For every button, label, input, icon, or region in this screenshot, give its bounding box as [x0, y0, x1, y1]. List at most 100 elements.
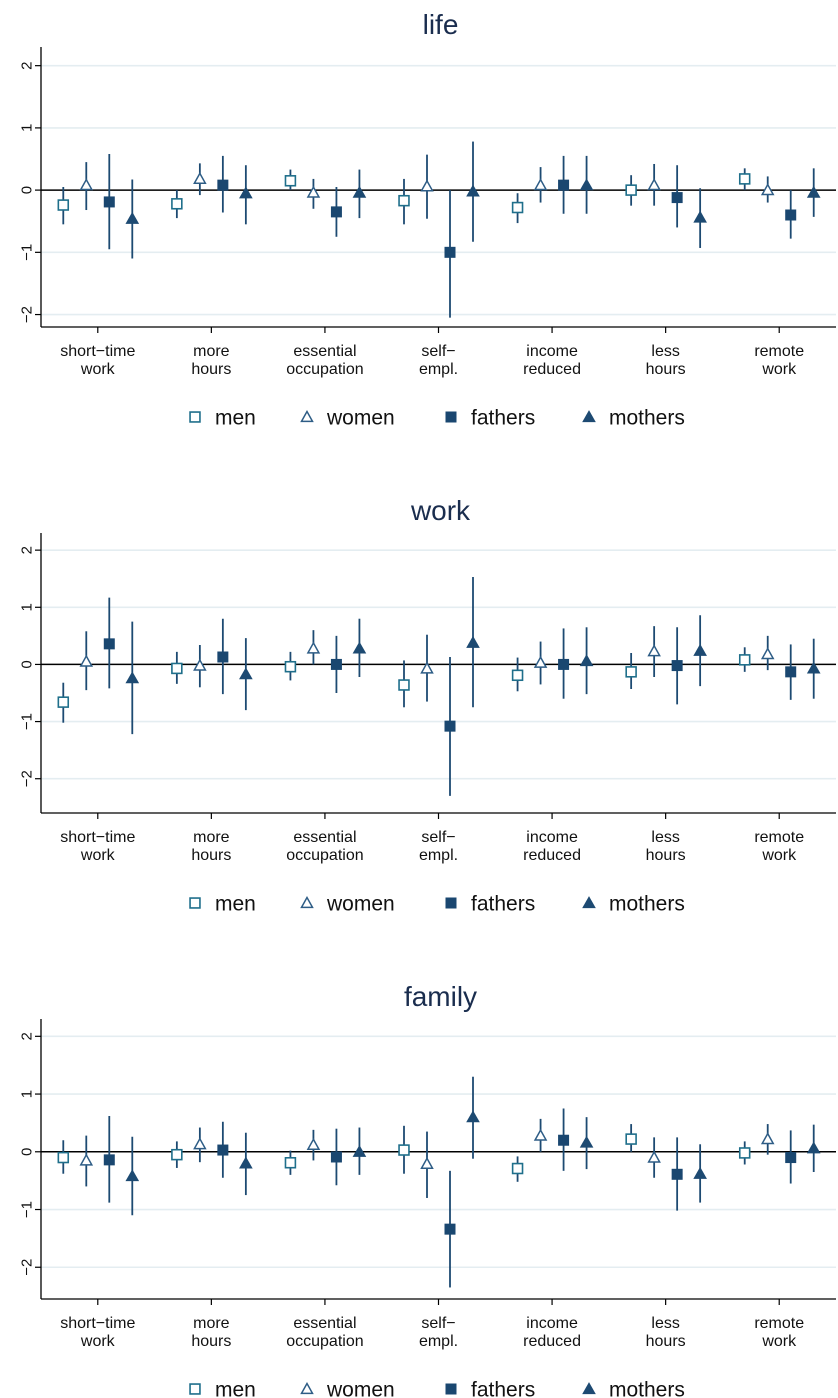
legend-item-mothers: mothers: [582, 1379, 685, 1398]
point-fathers: [330, 206, 342, 218]
chart-title: life: [423, 9, 459, 40]
point-mothers: [579, 654, 594, 667]
point-women: [760, 183, 775, 196]
y-tick-label: −2: [19, 306, 36, 323]
point-fathers: [785, 209, 797, 221]
x-tick-label-line: self−: [421, 343, 455, 360]
y-tick-label: 1: [19, 1090, 36, 1098]
y-tick-label: 0: [19, 1148, 36, 1156]
point-women: [533, 178, 548, 191]
x-tick-label-line: hours: [191, 1333, 231, 1350]
x-tick-label-line: income: [526, 343, 578, 360]
legend-label: mothers: [609, 893, 685, 916]
point-men: [284, 1157, 297, 1169]
point-women: [760, 1132, 775, 1145]
x-tick-label-line: reduced: [523, 1333, 581, 1350]
legend-marker-women: [300, 1381, 314, 1395]
x-tick-label-line: self−: [421, 1315, 455, 1332]
legend-marker-fathers: [445, 897, 457, 909]
point-mothers: [352, 1144, 367, 1157]
legend-item-fathers: fathers: [445, 407, 535, 430]
x-tick-label-line: empl.: [419, 1333, 458, 1350]
y-tick-label: 1: [19, 603, 36, 611]
x-tick-label-line: work: [761, 1333, 797, 1350]
point-fathers: [217, 179, 229, 191]
legend-label: mothers: [609, 407, 685, 430]
x-tick-label-line: remote: [754, 343, 804, 360]
point-men: [171, 1148, 183, 1161]
point-fathers: [671, 660, 683, 672]
legend-item-fathers: fathers: [445, 893, 535, 916]
point-fathers: [444, 1223, 456, 1235]
point-men: [738, 173, 751, 185]
x-tick-label: more hours: [191, 343, 231, 378]
x-tick-label: essential occupation: [286, 1315, 363, 1350]
point-women: [79, 654, 94, 667]
point-fathers: [671, 192, 683, 204]
x-tick-label: more hours: [191, 829, 231, 864]
y-tick-label: 2: [19, 546, 36, 554]
legend-marker-women: [300, 895, 314, 909]
point-men: [511, 201, 524, 214]
x-tick-label: self− empl.: [419, 343, 458, 378]
legend-marker-fathers: [445, 411, 457, 423]
point-fathers: [785, 666, 797, 678]
x-tick-label-line: less: [651, 343, 679, 360]
x-tick-label: essential occupation: [286, 343, 363, 378]
x-tick-label-line: occupation: [286, 847, 363, 864]
point-men: [398, 1144, 410, 1156]
x-tick-label-line: short−time: [60, 343, 135, 360]
point-men: [57, 696, 70, 708]
x-tick-label-line: less: [651, 829, 679, 846]
x-tick-label: remote work: [754, 829, 804, 864]
x-tick-label: self− empl.: [419, 1315, 458, 1350]
point-men: [171, 198, 183, 210]
point-women: [420, 179, 434, 192]
point-men: [738, 654, 751, 666]
legend-label: men: [215, 407, 256, 430]
x-tick-label-line: hours: [646, 361, 686, 378]
legend-label: fathers: [471, 893, 535, 916]
x-tick-label-line: empl.: [419, 361, 458, 378]
x-tick-label-line: short−time: [60, 1315, 135, 1332]
legend-marker-men: [189, 411, 201, 423]
x-tick-label-line: empl.: [419, 847, 458, 864]
y-tick-label: 2: [19, 61, 36, 69]
legend-label: fathers: [471, 407, 535, 430]
point-fathers: [103, 196, 115, 208]
x-tick-label: short−time work: [60, 343, 135, 378]
x-tick-label: less hours: [646, 343, 686, 378]
x-tick-label-line: work: [80, 1333, 116, 1350]
point-women: [420, 661, 434, 674]
y-tick-label: −1: [19, 244, 36, 261]
x-tick-label-line: hours: [646, 847, 686, 864]
x-tick-label-line: short−time: [60, 829, 135, 846]
point-mothers: [466, 184, 480, 197]
point-fathers: [217, 651, 229, 663]
x-tick-label-line: more: [193, 829, 230, 846]
x-tick-label-line: essential: [293, 1315, 356, 1332]
point-men: [511, 1162, 524, 1175]
point-men: [284, 660, 297, 673]
x-tick-label: less hours: [646, 1315, 686, 1350]
x-tick-label-line: work: [80, 847, 116, 864]
x-tick-label-line: essential: [293, 343, 356, 360]
x-tick-label: income reduced: [523, 829, 581, 864]
point-mothers: [693, 643, 707, 656]
point-fathers: [558, 658, 570, 670]
point-mothers: [125, 1169, 140, 1182]
point-fathers: [785, 1152, 797, 1164]
legend-marker-men: [189, 1383, 201, 1395]
legend-marker-mothers: [582, 1382, 596, 1395]
x-tick-label-line: work: [761, 847, 797, 864]
point-men: [625, 1133, 637, 1145]
legend-marker-fathers: [445, 1383, 457, 1395]
legend-label: women: [326, 407, 395, 430]
legend-marker-women: [300, 409, 314, 423]
x-tick-label-line: reduced: [523, 361, 581, 378]
point-men: [625, 666, 637, 678]
point-women: [193, 171, 207, 185]
y-tick-label: 0: [19, 186, 36, 194]
